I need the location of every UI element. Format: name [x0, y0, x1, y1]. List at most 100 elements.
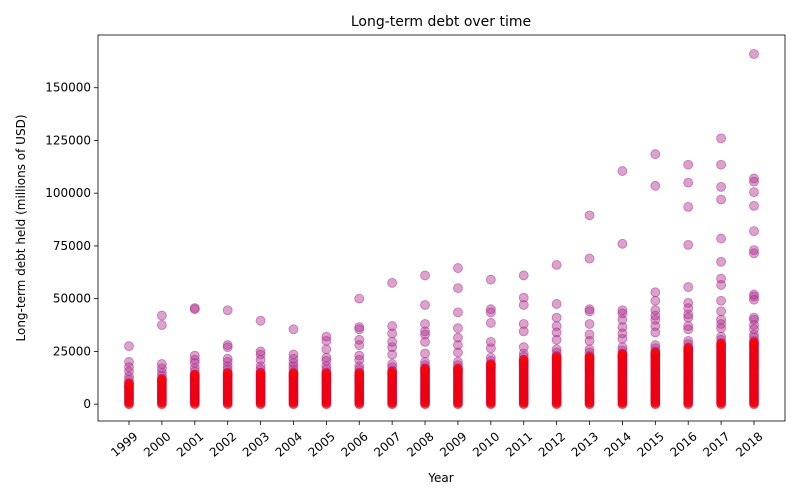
x-tick-label: 2000 — [141, 429, 173, 459]
data-point — [156, 320, 167, 330]
y-tick-label: 75000 — [53, 239, 91, 253]
x-tick-label: 2013 — [569, 429, 601, 459]
x-tick-label: 2010 — [470, 429, 502, 459]
data-point — [420, 300, 430, 310]
data-point — [716, 159, 727, 170]
data-point — [485, 307, 496, 318]
data-point — [518, 292, 529, 303]
data-point — [617, 349, 628, 359]
data-point — [189, 369, 200, 380]
data-point — [420, 336, 430, 347]
data-point — [453, 283, 463, 294]
data-point — [716, 194, 727, 205]
data-point — [683, 297, 694, 308]
data-point — [749, 226, 759, 237]
data-point — [222, 353, 233, 364]
data-point — [683, 239, 694, 250]
data-point — [551, 327, 562, 338]
data-point — [485, 274, 496, 285]
data-point — [222, 368, 233, 379]
x-tick-label: 2003 — [240, 429, 272, 459]
data-point — [288, 324, 299, 335]
data-point — [387, 349, 398, 360]
data-point — [354, 340, 365, 350]
y-axis: 0 25000 50000 75000 100000 125000 150000 — [45, 81, 98, 411]
data-point — [749, 49, 759, 59]
data-point — [584, 335, 595, 346]
data-point — [551, 312, 562, 323]
data-point — [749, 324, 759, 335]
data-point — [321, 368, 332, 379]
data-point — [255, 349, 266, 360]
data-point — [617, 314, 628, 325]
data-point — [453, 323, 463, 334]
data-point — [321, 355, 332, 366]
data-point — [650, 149, 661, 160]
y-tick-label: 50000 — [53, 292, 91, 306]
data-point — [749, 314, 759, 325]
data-point — [617, 333, 628, 344]
y-tick-label: 25000 — [53, 344, 91, 358]
x-tick-label: 2017 — [700, 429, 732, 459]
data-point — [650, 327, 661, 338]
x-tick-label: 2018 — [733, 429, 765, 459]
data-point — [716, 233, 727, 244]
data-point — [683, 159, 694, 170]
data-point — [650, 305, 661, 316]
data-point — [222, 342, 233, 353]
x-axis-label: Year — [427, 471, 453, 485]
data-point — [749, 187, 759, 198]
plot-frame — [97, 34, 786, 422]
x-tick-label: 2001 — [174, 429, 206, 459]
data-point — [124, 341, 134, 352]
data-point — [321, 352, 332, 363]
data-point — [222, 305, 233, 316]
data-point — [749, 248, 759, 259]
data-point — [650, 295, 661, 306]
x-tick-label: 2014 — [602, 429, 634, 459]
data-point — [551, 260, 562, 270]
data-point — [617, 305, 628, 316]
data-point — [617, 238, 628, 249]
data-point — [354, 293, 365, 304]
data-point — [420, 319, 430, 329]
data-point — [716, 295, 727, 306]
data-point — [617, 328, 628, 339]
data-point — [650, 287, 661, 298]
data-point — [716, 338, 727, 349]
data-point — [749, 200, 759, 211]
data-point — [716, 306, 727, 317]
data-point — [321, 344, 332, 355]
data-point — [650, 180, 661, 191]
data-point — [749, 176, 759, 187]
chart-title: Long-term debt over time — [351, 14, 531, 30]
data-point — [683, 312, 694, 323]
data-point — [124, 378, 134, 389]
points-layer — [124, 49, 759, 410]
data-point — [387, 328, 398, 339]
data-point — [156, 374, 167, 384]
x-tick-label: 2005 — [306, 429, 338, 459]
data-point — [453, 340, 463, 350]
data-point — [387, 366, 398, 377]
data-point — [485, 343, 496, 354]
data-point — [683, 309, 694, 320]
data-point — [124, 366, 134, 377]
data-point — [683, 321, 694, 331]
data-point — [518, 270, 529, 281]
data-point — [716, 280, 727, 290]
x-axis: 1999 2000 2001 2002 2003 2004 2005 2006 2007 2008… — [108, 421, 766, 460]
data-point — [288, 368, 299, 379]
data-point — [683, 282, 694, 292]
data-point — [683, 324, 694, 335]
x-tick-label: 2006 — [338, 429, 370, 459]
data-point — [189, 354, 200, 365]
data-point — [255, 346, 266, 357]
data-point — [485, 318, 496, 328]
data-point — [453, 263, 463, 273]
data-point — [584, 319, 595, 329]
data-point — [453, 307, 463, 318]
data-point — [749, 312, 759, 323]
y-tick-label: 0 — [83, 397, 91, 411]
